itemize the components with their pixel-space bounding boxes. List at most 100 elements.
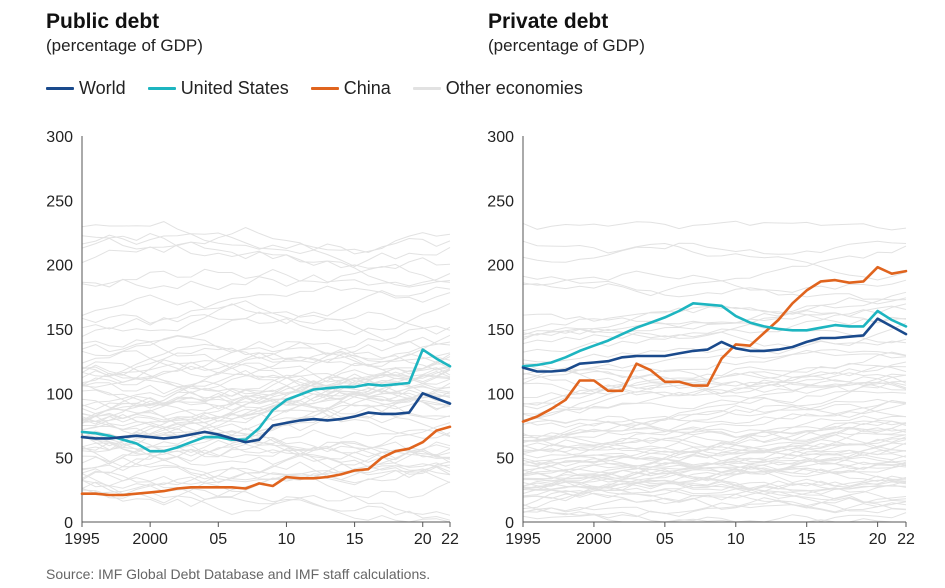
other-economy-line	[81, 471, 451, 505]
y-tick-label: 50	[496, 451, 514, 468]
x-tick-label: 1995	[64, 531, 100, 548]
other-economy-line	[81, 341, 451, 384]
other-economy-line	[522, 291, 907, 336]
other-economy-line	[522, 480, 907, 510]
legend-label-china: China	[343, 78, 391, 98]
other-economy-line	[522, 367, 907, 394]
y-tick-label: 100	[487, 386, 514, 403]
other-economy-line	[522, 399, 907, 447]
other-economy-line	[522, 434, 907, 459]
source-note: Source: IMF Global Debt Database and IMF…	[46, 566, 431, 582]
legend-item-china: China	[310, 78, 391, 99]
other-economy-line	[522, 435, 907, 456]
private-debt-subtitle: (percentage of GDP)	[488, 36, 645, 55]
other-economy-line	[81, 268, 451, 287]
x-tick-label: 20	[414, 531, 432, 548]
y-tick-label: 0	[505, 515, 514, 532]
other-economy-line	[522, 420, 907, 439]
other-economy-line	[522, 399, 907, 442]
other-economy-line	[81, 302, 451, 336]
other-economy-line	[522, 374, 907, 441]
other-economy-line	[522, 220, 907, 231]
legend-label-other-economies: Other economies	[445, 78, 583, 98]
other-economy-line	[81, 389, 451, 431]
series-line-united-states	[521, 301, 908, 368]
other-economy-line	[81, 303, 451, 338]
other-economy-line	[522, 497, 907, 514]
x-tick-label: 15	[346, 531, 364, 548]
other-economy-line	[81, 435, 451, 484]
y-tick-label: 0	[64, 515, 73, 532]
y-tick-label: 250	[487, 193, 514, 210]
y-tick-label: 300	[46, 129, 73, 146]
legend-item-other-economies: Other economies	[412, 78, 583, 99]
other-economy-line	[81, 370, 451, 405]
y-tick-label: 150	[487, 322, 514, 339]
legend: World United States China Other economie…	[46, 78, 605, 99]
legend-item-united-states: United States	[147, 78, 289, 99]
y-tick-label: 50	[55, 451, 73, 468]
other-economy-line	[522, 323, 907, 345]
series-line-china	[80, 425, 452, 497]
other-economy-line	[81, 221, 451, 254]
other-economy-line	[522, 475, 907, 503]
other-economies-lines	[81, 221, 451, 523]
other-economy-line	[81, 369, 451, 421]
other-economy-line	[522, 275, 907, 301]
legend-label-united-states: United States	[180, 78, 289, 98]
other-economy-line	[81, 461, 451, 486]
other-economy-line	[522, 442, 907, 479]
other-economy-line	[522, 245, 907, 286]
legend-swatch-world	[46, 87, 74, 90]
legend-swatch-united-states	[147, 87, 176, 90]
other-economy-line	[522, 351, 907, 423]
x-tick-label: 05	[209, 531, 227, 548]
other-economy-line	[522, 481, 907, 514]
other-economy-line	[81, 482, 451, 521]
other-economy-line	[522, 305, 907, 338]
x-tick-label: 2000	[132, 531, 168, 548]
legend-swatch-other-economies	[412, 87, 441, 90]
y-tick-label: 250	[46, 193, 73, 210]
legend-item-world: World	[46, 78, 126, 99]
other-economies-lines	[522, 220, 907, 523]
other-economy-line	[81, 358, 451, 411]
other-economy-line	[522, 349, 907, 410]
x-tick-label: 22	[441, 531, 459, 548]
other-economy-line	[522, 458, 907, 489]
other-economy-line	[81, 237, 451, 283]
other-economy-line	[522, 419, 907, 439]
other-economy-line	[81, 428, 451, 459]
x-tick-label: 10	[278, 531, 296, 548]
other-economy-line	[522, 448, 907, 503]
other-economy-line	[522, 380, 907, 419]
other-economy-line	[81, 334, 451, 384]
series-line-world	[80, 391, 452, 444]
other-economy-line	[81, 429, 451, 453]
public-debt-subtitle: (percentage of GDP)	[46, 36, 203, 55]
other-economy-line	[522, 420, 907, 455]
other-economy-line	[81, 445, 451, 471]
other-economy-line	[81, 285, 451, 316]
other-economy-line	[522, 464, 907, 491]
other-economy-line	[81, 468, 451, 498]
other-economy-line	[522, 312, 907, 340]
other-economy-line	[81, 461, 451, 494]
other-economy-line	[522, 468, 907, 501]
other-economy-line	[81, 414, 451, 447]
y-tick-label: 100	[46, 386, 73, 403]
private-debt-title: Private debt	[488, 10, 609, 33]
other-economy-line	[522, 464, 907, 488]
other-economy-line	[522, 415, 907, 442]
other-economy-line	[522, 403, 907, 425]
other-economy-line	[81, 399, 451, 437]
other-economy-line	[81, 353, 451, 415]
other-economy-line	[522, 445, 907, 470]
other-economy-line	[81, 336, 451, 384]
legend-swatch-china	[310, 87, 339, 90]
series-line-china	[521, 265, 908, 423]
other-economy-line	[522, 472, 907, 495]
other-economy-line	[81, 257, 451, 291]
y-tick-label: 300	[487, 129, 514, 146]
